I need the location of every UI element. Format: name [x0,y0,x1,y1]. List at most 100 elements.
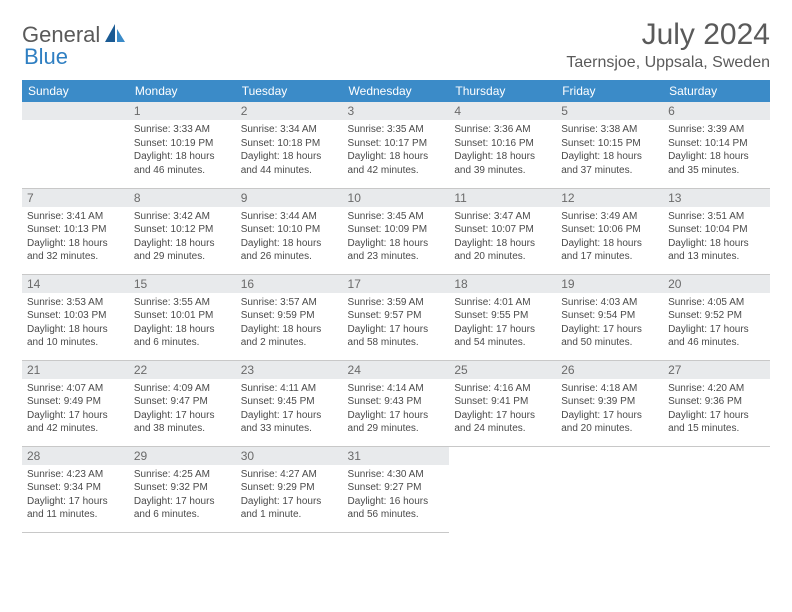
sunrise-line: Sunrise: 3:53 AM [27,296,124,310]
title-block: July 2024 Taernsjoe, Uppsala, Sweden [566,18,770,72]
dl2-line: and 20 minutes. [561,422,658,436]
dl1-line: Daylight: 17 hours [134,409,231,423]
day-content: Sunrise: 4:23 AMSunset: 9:34 PMDaylight:… [22,465,129,526]
sunrise-line: Sunrise: 3:55 AM [134,296,231,310]
day-number: 2 [236,102,343,120]
calendar-cell [449,446,556,532]
day-content: Sunrise: 4:03 AMSunset: 9:54 PMDaylight:… [556,293,663,354]
dl2-line: and 44 minutes. [241,164,338,178]
sunrise-line: Sunrise: 3:42 AM [134,210,231,224]
calendar-cell: 23Sunrise: 4:11 AMSunset: 9:45 PMDayligh… [236,360,343,446]
dl2-line: and 29 minutes. [348,422,445,436]
sunset-line: Sunset: 10:19 PM [134,137,231,151]
dl1-line: Daylight: 18 hours [241,237,338,251]
day-content: Sunrise: 3:51 AMSunset: 10:04 PMDaylight… [663,207,770,268]
sunrise-line: Sunrise: 4:20 AM [668,382,765,396]
day-content: Sunrise: 3:35 AMSunset: 10:17 PMDaylight… [343,120,450,181]
sunrise-line: Sunrise: 3:34 AM [241,123,338,137]
sunset-line: Sunset: 9:32 PM [134,481,231,495]
dl2-line: and 50 minutes. [561,336,658,350]
dl1-line: Daylight: 17 hours [134,495,231,509]
calendar-cell: 26Sunrise: 4:18 AMSunset: 9:39 PMDayligh… [556,360,663,446]
dl2-line: and 11 minutes. [27,508,124,522]
dl1-line: Daylight: 17 hours [454,323,551,337]
page-header: General July 2024 Taernsjoe, Uppsala, Sw… [22,18,770,72]
dl1-line: Daylight: 17 hours [561,323,658,337]
calendar-cell [556,446,663,532]
day-content: Sunrise: 3:33 AMSunset: 10:19 PMDaylight… [129,120,236,181]
day-content: Sunrise: 4:01 AMSunset: 9:55 PMDaylight:… [449,293,556,354]
sunset-line: Sunset: 10:04 PM [668,223,765,237]
day-number: 14 [22,275,129,293]
sunrise-line: Sunrise: 4:16 AM [454,382,551,396]
dl1-line: Daylight: 17 hours [561,409,658,423]
day-number: 6 [663,102,770,120]
day-content: Sunrise: 4:30 AMSunset: 9:27 PMDaylight:… [343,465,450,526]
sunset-line: Sunset: 9:57 PM [348,309,445,323]
logo-text-blue: Blue [24,44,68,69]
sunset-line: Sunset: 10:13 PM [27,223,124,237]
dl2-line: and 54 minutes. [454,336,551,350]
calendar-cell: 30Sunrise: 4:27 AMSunset: 9:29 PMDayligh… [236,446,343,532]
day-content: Sunrise: 4:05 AMSunset: 9:52 PMDaylight:… [663,293,770,354]
calendar-row: 14Sunrise: 3:53 AMSunset: 10:03 PMDaylig… [22,274,770,360]
sunset-line: Sunset: 10:07 PM [454,223,551,237]
calendar-cell: 7Sunrise: 3:41 AMSunset: 10:13 PMDayligh… [22,188,129,274]
dl1-line: Daylight: 18 hours [241,150,338,164]
day-number: 22 [129,361,236,379]
dl1-line: Daylight: 18 hours [348,237,445,251]
calendar-cell: 13Sunrise: 3:51 AMSunset: 10:04 PMDaylig… [663,188,770,274]
sunset-line: Sunset: 9:55 PM [454,309,551,323]
sunset-line: Sunset: 9:45 PM [241,395,338,409]
dl2-line: and 6 minutes. [134,336,231,350]
dl1-line: Daylight: 17 hours [668,323,765,337]
dl1-line: Daylight: 18 hours [561,237,658,251]
dl2-line: and 42 minutes. [27,422,124,436]
day-content: Sunrise: 4:09 AMSunset: 9:47 PMDaylight:… [129,379,236,440]
dl1-line: Daylight: 17 hours [27,495,124,509]
dl2-line: and 33 minutes. [241,422,338,436]
sunrise-line: Sunrise: 3:57 AM [241,296,338,310]
day-number: 17 [343,275,450,293]
dl2-line: and 32 minutes. [27,250,124,264]
dl1-line: Daylight: 18 hours [454,150,551,164]
calendar-cell: 19Sunrise: 4:03 AMSunset: 9:54 PMDayligh… [556,274,663,360]
logo-blue-row: Blue [24,44,68,70]
col-wednesday: Wednesday [343,80,450,102]
calendar-table: Sunday Monday Tuesday Wednesday Thursday… [22,80,770,533]
sunset-line: Sunset: 9:34 PM [27,481,124,495]
dl1-line: Daylight: 18 hours [27,237,124,251]
sunrise-line: Sunrise: 4:25 AM [134,468,231,482]
dl2-line: and 24 minutes. [454,422,551,436]
sunrise-line: Sunrise: 3:35 AM [348,123,445,137]
day-content: Sunrise: 3:53 AMSunset: 10:03 PMDaylight… [22,293,129,354]
sunrise-line: Sunrise: 3:38 AM [561,123,658,137]
dl2-line: and 10 minutes. [27,336,124,350]
sunrise-line: Sunrise: 4:27 AM [241,468,338,482]
day-content: Sunrise: 3:34 AMSunset: 10:18 PMDaylight… [236,120,343,181]
calendar-cell: 31Sunrise: 4:30 AMSunset: 9:27 PMDayligh… [343,446,450,532]
calendar-cell: 21Sunrise: 4:07 AMSunset: 9:49 PMDayligh… [22,360,129,446]
weekday-header-row: Sunday Monday Tuesday Wednesday Thursday… [22,80,770,102]
day-content: Sunrise: 3:39 AMSunset: 10:14 PMDaylight… [663,120,770,181]
sunset-line: Sunset: 9:29 PM [241,481,338,495]
day-number: 1 [129,102,236,120]
sunset-line: Sunset: 9:27 PM [348,481,445,495]
calendar-cell: 12Sunrise: 3:49 AMSunset: 10:06 PMDaylig… [556,188,663,274]
dl2-line: and 39 minutes. [454,164,551,178]
sunrise-line: Sunrise: 3:47 AM [454,210,551,224]
sunset-line: Sunset: 10:12 PM [134,223,231,237]
location-label: Taernsjoe, Uppsala, Sweden [566,54,770,72]
calendar-cell: 18Sunrise: 4:01 AMSunset: 9:55 PMDayligh… [449,274,556,360]
day-number: 5 [556,102,663,120]
sunset-line: Sunset: 10:09 PM [348,223,445,237]
calendar-row: 7Sunrise: 3:41 AMSunset: 10:13 PMDayligh… [22,188,770,274]
dl2-line: and 46 minutes. [134,164,231,178]
sunset-line: Sunset: 10:15 PM [561,137,658,151]
sunrise-line: Sunrise: 4:23 AM [27,468,124,482]
sunset-line: Sunset: 10:10 PM [241,223,338,237]
calendar-row: 28Sunrise: 4:23 AMSunset: 9:34 PMDayligh… [22,446,770,532]
sunset-line: Sunset: 10:06 PM [561,223,658,237]
day-content: Sunrise: 3:49 AMSunset: 10:06 PMDaylight… [556,207,663,268]
dl1-line: Daylight: 18 hours [348,150,445,164]
